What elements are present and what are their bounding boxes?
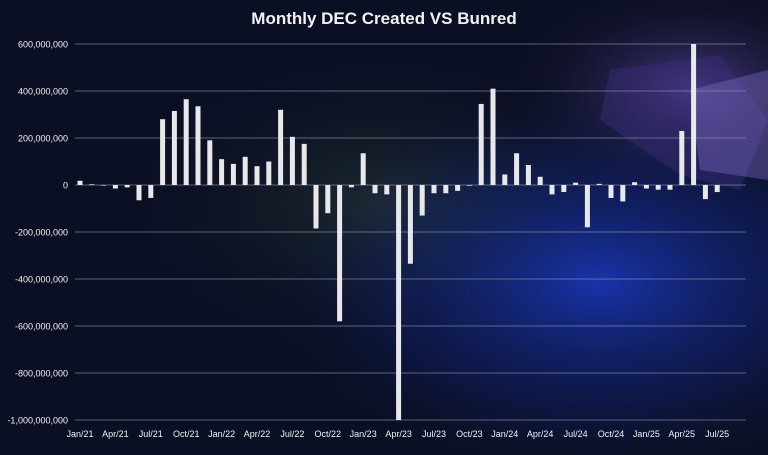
x-tick-label: Jul/21	[139, 429, 163, 439]
bar-dec-22	[348, 185, 354, 188]
y-tick-label: 200,000,000	[18, 134, 68, 144]
y-tick-label: -1,000,000,000	[7, 416, 68, 426]
bar-jan-21	[77, 180, 83, 185]
bar-oct-24	[608, 185, 614, 198]
bar-aug-21	[160, 119, 166, 185]
bar-dec-23	[490, 88, 496, 185]
bar-oct-22	[325, 185, 331, 214]
bar-sep-24	[596, 183, 602, 185]
bar-jun-24	[561, 185, 567, 193]
x-tick-label: Jul/24	[564, 429, 588, 439]
bar-jun-23	[419, 185, 425, 216]
x-tick-label: Oct/22	[315, 429, 342, 439]
y-tick-label: 400,000,000	[18, 87, 68, 97]
bar-jul-24	[573, 182, 579, 185]
bar-jun-22	[278, 109, 284, 185]
bar-aug-24	[584, 185, 590, 228]
y-tick-label: -800,000,000	[15, 369, 68, 379]
bar-oct-21	[183, 99, 189, 185]
x-tick-label: Jul/25	[705, 429, 729, 439]
y-tick-label: 0	[63, 181, 68, 191]
x-tick-label: Jan/23	[350, 429, 377, 439]
bar-apr-24	[537, 176, 543, 185]
x-tick-label: Oct/23	[456, 429, 483, 439]
bar-nov-22	[337, 185, 343, 322]
y-tick-label: -600,000,000	[15, 322, 68, 332]
x-tick-label: Jul/23	[422, 429, 446, 439]
chart-title: Monthly DEC Created VS Bunred	[251, 9, 517, 28]
bar-jul-25	[714, 185, 720, 193]
bar-apr-25	[679, 130, 685, 185]
bar-mar-21	[101, 185, 107, 186]
bar-jul-23	[431, 185, 437, 194]
bar-jan-23	[360, 153, 366, 185]
bar-dec-21	[207, 140, 213, 185]
bar-mar-23	[384, 185, 390, 195]
y-tick-label: -200,000,000	[15, 228, 68, 238]
bar-jan-22	[219, 159, 225, 185]
bar-aug-22	[301, 143, 307, 185]
x-tick-label: Oct/21	[173, 429, 200, 439]
x-tick-label: Jan/24	[491, 429, 518, 439]
bar-sep-21	[171, 110, 177, 185]
bar-may-25	[691, 44, 697, 185]
x-tick-label: Jan/25	[633, 429, 660, 439]
bar-apr-21	[112, 185, 118, 189]
x-tick-label: Apr/23	[385, 429, 412, 439]
bar-jul-21	[148, 185, 154, 198]
bar-feb-21	[89, 184, 95, 185]
bar-feb-23	[372, 185, 378, 194]
bar-apr-22	[254, 166, 260, 185]
bar-nov-23	[478, 103, 484, 185]
bar-jun-25	[702, 185, 708, 200]
y-tick-label: -400,000,000	[15, 275, 68, 285]
bar-nov-21	[195, 106, 201, 185]
y-tick-label: 600,000,000	[18, 40, 68, 50]
bar-feb-24	[514, 153, 520, 185]
bar-feb-25	[655, 185, 661, 190]
x-tick-label: Apr/21	[102, 429, 129, 439]
bar-sep-22	[313, 185, 319, 229]
bar-may-21	[124, 185, 130, 188]
bar-jan-24	[502, 174, 508, 185]
x-tick-label: Apr/25	[669, 429, 696, 439]
bar-jul-22	[289, 136, 295, 185]
x-tick-label: Oct/24	[598, 429, 625, 439]
bar-jan-25	[643, 185, 649, 189]
bar-jun-21	[136, 185, 142, 201]
bar-mar-22	[242, 156, 248, 185]
x-tick-label: Jul/22	[280, 429, 304, 439]
bar-nov-24	[620, 185, 626, 202]
bar-mar-24	[525, 165, 531, 185]
x-tick-label: Apr/24	[527, 429, 554, 439]
bar-may-23	[407, 185, 413, 264]
bar-aug-23	[443, 185, 449, 194]
bar-sep-23	[455, 185, 461, 191]
bar-may-22	[266, 161, 272, 185]
bar-feb-22	[230, 163, 236, 185]
x-tick-label: Jan/22	[208, 429, 235, 439]
x-tick-label: Apr/22	[244, 429, 271, 439]
bar-dec-24	[632, 182, 638, 185]
bar-mar-25	[667, 185, 673, 190]
x-tick-label: Jan/21	[66, 429, 93, 439]
bar-oct-23	[466, 185, 472, 186]
bar-may-24	[549, 185, 555, 195]
bar-apr-23	[396, 185, 402, 420]
